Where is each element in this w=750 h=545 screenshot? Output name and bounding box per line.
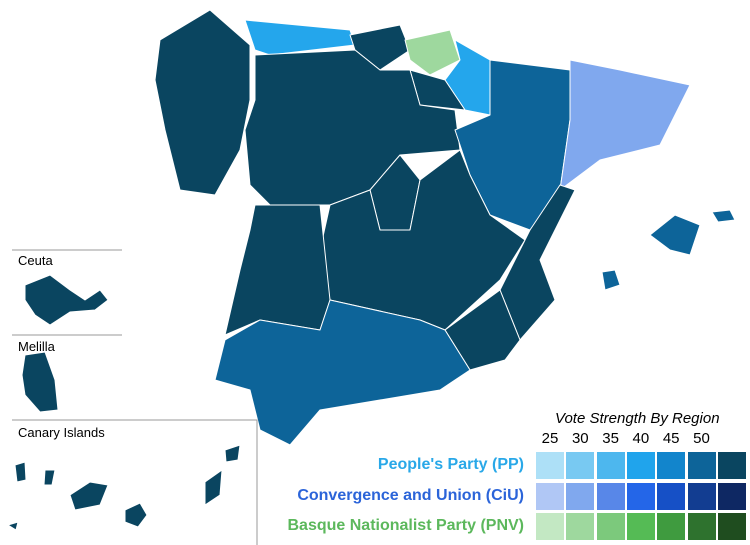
legend-swatch [596,452,625,479]
legend-tick: 45 [662,430,680,447]
legend-tick: 30 [571,430,589,447]
legend-swatch [536,513,564,540]
legend-party-label: People's Party (PP) [377,456,524,473]
inset-label-melilla: Melilla [18,339,55,354]
region-melilla [21,351,59,413]
legend-swatch [626,452,655,479]
inset-label-ceuta: Ceuta [18,253,53,268]
region-balearic-islands [649,214,701,256]
region-canary-islands [224,444,241,463]
region-murcia [444,289,521,371]
region-andalusia [214,299,471,446]
legend-swatch [687,452,716,479]
region-basque-country [404,29,461,76]
legend-title: Vote Strength By Region [555,410,720,427]
region-catalonia [559,59,691,191]
region-extremadura [224,204,331,336]
legend-tick: 25 [541,430,559,447]
region-asturias [244,19,356,56]
legend-swatch [536,482,564,510]
legend-swatch [717,452,746,479]
region-cantabria [349,24,411,71]
legend-swatch [717,513,746,540]
region-galicia [154,9,251,196]
region-canary-islands [43,469,56,486]
legend-swatch [566,513,595,540]
inset-label-canary: Canary Islands [18,425,105,440]
legend-tick: 35 [602,430,619,447]
region-balearic-islands [601,269,621,291]
legend-swatch [596,513,625,540]
region-ceuta [24,274,109,326]
region-canary-islands [7,521,19,531]
region-canary-islands [69,481,109,511]
legend-swatch [566,482,595,510]
region-canary-islands [124,502,148,528]
region-canary-islands [14,461,27,483]
legend-party-label: Basque Nationalist Party (PNV) [287,517,525,534]
legend-swatch [626,482,655,510]
region-canary-islands [204,469,223,506]
legend-swatch [657,482,686,510]
legend-swatch [657,452,686,479]
legend-swatch [566,452,595,479]
legend-swatch [687,482,716,510]
legend-tick: 50 [693,430,710,447]
legend-swatch [657,513,686,540]
legend-swatch [717,482,746,510]
legend-swatch [536,452,564,479]
legend-swatch [687,513,716,540]
region-balearic-islands [711,209,736,223]
legend-swatch [626,513,655,540]
legend-party-label: Convergence and Union (CiU) [297,486,524,504]
region-valencia [499,184,576,341]
legend-swatch [596,482,625,510]
inset-divider [12,419,258,545]
legend-tick: 40 [632,430,650,447]
